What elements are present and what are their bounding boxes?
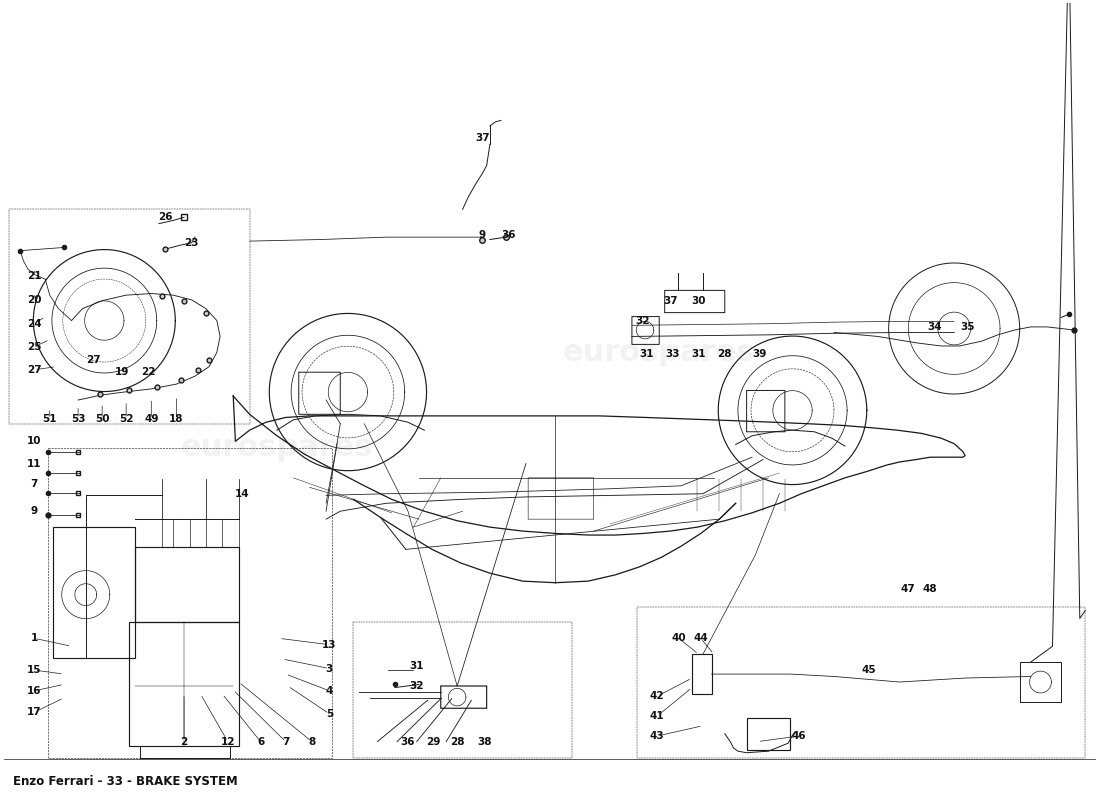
Text: 36: 36 [502,230,516,240]
Text: 16: 16 [28,686,42,696]
Text: eurospares: eurospares [563,338,756,367]
Text: 46: 46 [792,731,806,741]
Text: 41: 41 [650,711,664,721]
Text: Enzo Ferrari - 33 - BRAKE SYSTEM: Enzo Ferrari - 33 - BRAKE SYSTEM [12,775,238,788]
Text: 4: 4 [326,686,333,696]
Text: 34: 34 [927,322,942,332]
Text: 37: 37 [663,297,678,306]
Text: 23: 23 [185,238,199,248]
Text: 17: 17 [28,707,42,718]
Text: 37: 37 [475,133,490,143]
Text: 9: 9 [31,506,38,516]
Text: 7: 7 [282,737,289,746]
Text: 18: 18 [169,414,184,424]
Text: 38: 38 [477,737,492,746]
Text: 53: 53 [70,414,86,424]
Text: 19: 19 [114,367,129,377]
Text: 42: 42 [650,691,664,702]
Text: 36: 36 [400,737,415,746]
Text: 51: 51 [43,414,57,424]
Text: 52: 52 [119,414,133,424]
Text: 26: 26 [158,212,173,222]
Text: 28: 28 [450,737,464,746]
Text: 28: 28 [717,349,732,359]
Text: 40: 40 [672,634,686,643]
Text: 31: 31 [639,349,653,359]
Text: 35: 35 [960,322,975,332]
Text: 49: 49 [144,414,158,424]
Text: 2: 2 [180,737,188,746]
Text: 3: 3 [326,663,333,674]
Text: 31: 31 [409,661,424,671]
Text: 15: 15 [28,665,42,675]
Text: 7: 7 [31,479,38,490]
Text: 39: 39 [752,349,767,359]
Text: 14: 14 [234,489,250,498]
Text: 43: 43 [650,731,664,741]
Text: 24: 24 [28,318,42,329]
Text: 47: 47 [901,584,915,594]
Text: 27: 27 [28,365,42,375]
Text: 32: 32 [636,315,650,326]
Text: 10: 10 [28,436,42,446]
Text: 20: 20 [28,295,42,305]
Text: 32: 32 [409,681,424,691]
Text: 6: 6 [257,737,264,746]
Text: 11: 11 [28,458,42,469]
Text: 5: 5 [326,709,333,719]
Text: 13: 13 [322,640,337,650]
Text: 31: 31 [691,349,706,359]
Text: 8: 8 [308,737,316,746]
Text: 30: 30 [691,297,706,306]
Text: 27: 27 [86,355,101,366]
Text: 1: 1 [31,634,38,643]
Text: 48: 48 [923,584,937,594]
Text: 45: 45 [861,665,877,675]
Text: 29: 29 [426,737,440,746]
Text: 22: 22 [141,367,155,377]
Text: 44: 44 [693,634,708,643]
Text: 33: 33 [666,349,680,359]
Text: 12: 12 [220,737,235,746]
Text: 25: 25 [28,342,42,352]
Text: 50: 50 [95,414,109,424]
Text: 21: 21 [28,271,42,281]
Text: eurospares: eurospares [180,433,373,462]
Text: 9: 9 [478,230,486,240]
